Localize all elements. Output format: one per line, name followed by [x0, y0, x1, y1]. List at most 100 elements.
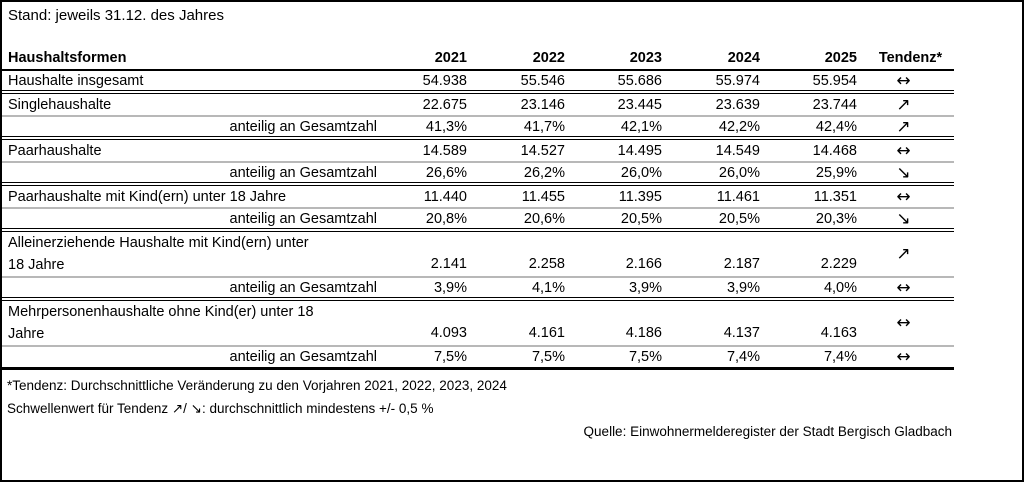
- table-row-paar-mit-kind: Paarhaushalte mit Kind(ern) unter 18 Jah…: [2, 186, 954, 209]
- table-row-single-anteil: anteilig an Gesamtzahl 41,3% 41,7% 42,1%…: [2, 117, 954, 140]
- value-cell: 7,4%: [823, 349, 857, 365]
- value-cell: 4.161: [528, 325, 565, 341]
- row-label: anteilig an Gesamtzahl: [229, 210, 378, 227]
- tendenz-arrow-icon: ↘: [896, 162, 911, 183]
- column-header-2022: 2022: [532, 49, 565, 66]
- value-cell: 14.589: [422, 142, 467, 159]
- row-label-line-1: Alleinerziehende Haushalte mit Kind(ern)…: [8, 235, 309, 251]
- value-cell: 26,2%: [523, 164, 565, 181]
- tendenz-arrow-icon: ↗: [896, 94, 911, 115]
- column-header-2023: 2023: [629, 49, 662, 66]
- value-cell: 4.137: [723, 325, 760, 341]
- value-cell: 26,0%: [718, 164, 760, 181]
- value-cell: 23.146: [520, 96, 565, 113]
- source-note: Quelle: Einwohnermelderegister der Stadt…: [583, 424, 952, 439]
- stand-note: Stand: jeweils 31.12. des Jahres: [8, 7, 224, 24]
- value-cell: 20,5%: [620, 210, 662, 227]
- table-row-mehrpersonen: Mehrpersonenhaushalte ohne Kind(er) unte…: [2, 301, 954, 347]
- value-cell: 20,8%: [425, 210, 467, 227]
- table-row-paarhaushalte: Paarhaushalte 14.589 14.527 14.495 14.54…: [2, 140, 954, 163]
- row-label: anteilig an Gesamtzahl: [229, 349, 378, 365]
- value-cell: 11.461: [716, 188, 760, 205]
- value-cell: 4,1%: [531, 279, 565, 296]
- value-cell: 42,1%: [620, 118, 662, 135]
- value-cell: 54.938: [422, 72, 467, 89]
- value-cell: 4.163: [820, 325, 857, 341]
- tendenz-arrow-icon: ↔: [896, 313, 911, 333]
- footnote-threshold: Schwellenwert für Tendenz ↗/ ↘: durchsch…: [7, 401, 434, 416]
- value-cell: 26,6%: [425, 164, 467, 181]
- tendenz-arrow-icon: ↔: [896, 140, 911, 161]
- value-cell: 2.187: [723, 256, 760, 272]
- value-cell: 55.686: [617, 72, 662, 89]
- value-cell: 3,9%: [433, 279, 467, 296]
- value-cell: 23.445: [617, 96, 662, 113]
- value-cell: 20,6%: [523, 210, 565, 227]
- value-cell: 22.675: [422, 96, 467, 113]
- row-label: Paarhaushalte mit Kind(ern) unter 18 Jah…: [8, 188, 287, 205]
- column-header-haushaltsformen: Haushaltsformen: [8, 49, 127, 66]
- households-table: Haushaltsformen 2021 2022 2023 2024 2025…: [2, 46, 954, 370]
- value-cell: 20,3%: [815, 210, 857, 227]
- value-cell: 14.495: [617, 142, 662, 159]
- value-cell: 4,0%: [823, 279, 857, 296]
- tendenz-arrow-icon: ↗: [896, 244, 911, 264]
- value-cell: 23.639: [715, 96, 760, 113]
- tendenz-arrow-icon: ↗: [896, 116, 911, 137]
- row-label: anteilig an Gesamtzahl: [229, 118, 378, 135]
- value-cell: 20,5%: [718, 210, 760, 227]
- table-row-paar-anteil: anteilig an Gesamtzahl 26,6% 26,2% 26,0%…: [2, 163, 954, 186]
- column-header-tendenz: Tendenz*: [878, 49, 943, 66]
- row-label: anteilig an Gesamtzahl: [229, 279, 378, 296]
- value-cell: 11.440: [423, 188, 467, 205]
- value-cell: 14.527: [520, 142, 565, 159]
- value-cell: 42,2%: [718, 118, 760, 135]
- row-label: anteilig an Gesamtzahl: [229, 164, 378, 181]
- row-label-line-2: 18 Jahre: [8, 257, 65, 273]
- table-row-mehrpersonen-anteil: anteilig an Gesamtzahl 7,5% 7,5% 7,5% 7,…: [2, 347, 954, 370]
- value-cell: 4.186: [625, 325, 662, 341]
- value-cell: 55.954: [812, 72, 857, 89]
- value-cell: 2.258: [528, 256, 565, 272]
- row-label: Singlehaushalte: [8, 96, 112, 113]
- value-cell: 23.744: [812, 96, 857, 113]
- value-cell: 3,9%: [628, 279, 662, 296]
- table-header-row: Haushaltsformen 2021 2022 2023 2024 2025…: [2, 46, 954, 71]
- value-cell: 26,0%: [620, 164, 662, 181]
- value-cell: 42,4%: [815, 118, 857, 135]
- value-cell: 4.093: [430, 325, 467, 341]
- row-label: Mehrpersonenhaushalte ohne Kind(er) unte…: [2, 301, 380, 345]
- value-cell: 11.351: [813, 188, 857, 205]
- value-cell: 41,7%: [523, 118, 565, 135]
- value-cell: 14.549: [715, 142, 760, 159]
- value-cell: 7,5%: [628, 349, 662, 365]
- value-cell: 11.455: [521, 188, 565, 205]
- row-label: Paarhaushalte: [8, 142, 102, 159]
- value-cell: 55.974: [715, 72, 760, 89]
- footnotes: *Tendenz: Durchschnittliche Veränderung …: [2, 370, 954, 443]
- value-cell: 14.468: [812, 142, 857, 159]
- column-header-2021: 2021: [434, 49, 467, 66]
- value-cell: 3,9%: [726, 279, 760, 296]
- tendenz-arrow-icon: ↘: [896, 208, 911, 229]
- table-row-singlehaushalte: Singlehaushalte 22.675 23.146 23.445 23.…: [2, 94, 954, 117]
- column-header-2024: 2024: [727, 49, 760, 66]
- value-cell: 7,4%: [726, 349, 760, 365]
- value-cell: 41,3%: [425, 118, 467, 135]
- table-row-haushalte-insgesamt: Haushalte insgesamt 54.938 55.546 55.686…: [2, 71, 954, 94]
- table-row-alleinerziehende-anteil: anteilig an Gesamtzahl 3,9% 4,1% 3,9% 3,…: [2, 278, 954, 301]
- value-cell: 7,5%: [531, 349, 565, 365]
- value-cell: 2.229: [820, 256, 857, 272]
- row-label: Haushalte insgesamt: [8, 72, 144, 89]
- row-label-line-2: Jahre: [8, 326, 45, 342]
- value-cell: 55.546: [520, 72, 565, 89]
- tendenz-arrow-icon: ↔: [896, 70, 911, 91]
- table-row-alleinerziehende: Alleinerziehende Haushalte mit Kind(ern)…: [2, 232, 954, 278]
- table-row-paar-mit-kind-anteil: anteilig an Gesamtzahl 20,8% 20,6% 20,5%…: [2, 209, 954, 232]
- value-cell: 25,9%: [815, 164, 857, 181]
- tendenz-arrow-icon: ↔: [896, 347, 911, 367]
- value-cell: 2.141: [430, 256, 467, 272]
- column-header-2025: 2025: [824, 49, 857, 66]
- footnote-tendenz-definition: *Tendenz: Durchschnittliche Veränderung …: [7, 378, 507, 393]
